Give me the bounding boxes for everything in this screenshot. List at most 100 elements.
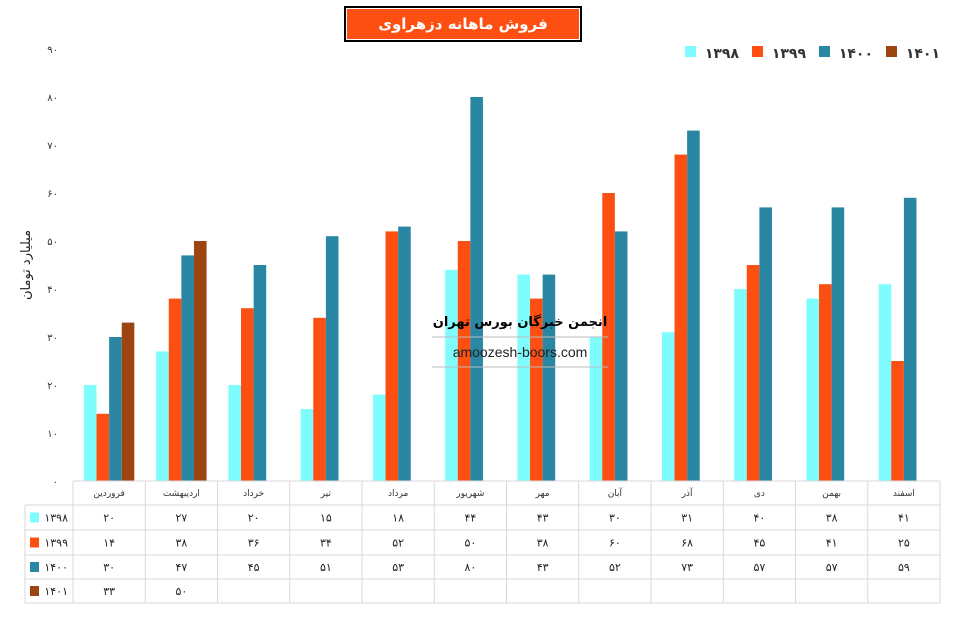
x-tick-label: فروردین <box>93 489 124 499</box>
table-cell: ۴۳ <box>537 561 549 574</box>
table-cell: ۳۶ <box>248 537 260 550</box>
table-cell: ۴۱ <box>826 537 838 550</box>
x-tick-label: اسفند <box>893 489 915 499</box>
bar-۱۳۹۹-آذر <box>674 154 688 481</box>
bar-۱۴۰۰-اردیبهشت <box>181 255 194 481</box>
table-cell: ۲۵ <box>898 537 910 550</box>
y-tick-label: ۸۰ <box>47 93 58 104</box>
x-tick-label: شهریور <box>455 489 484 499</box>
watermark-title: انجمن خبرگان بورس تهران <box>433 314 608 330</box>
table-cell: ۱۴ <box>103 537 115 550</box>
table-cell: ۲۰ <box>248 512 260 525</box>
bar-۱۳۹۹-بهمن <box>819 284 832 481</box>
table-cell: ۴۴ <box>464 512 476 525</box>
bar-۱۳۹۹-خرداد <box>241 308 254 481</box>
table-cell: ۴۷ <box>175 561 187 574</box>
x-tick-label: اردیبهشت <box>163 489 200 499</box>
table-cell: ۳۰ <box>609 512 621 525</box>
bar-۱۳۹۹-شهریور <box>457 241 471 481</box>
bar-۱۳۹۸-تیر <box>300 409 314 481</box>
bar-۱۳۹۸-آذر <box>661 332 675 481</box>
y-axis-label: میلیارد تومان <box>19 230 34 300</box>
x-tick-label: مهر <box>535 489 550 499</box>
bar-۱۳۹۹-دی <box>746 265 760 481</box>
watermark-url: amoozesh-boors.com <box>453 344 588 360</box>
bar-۱۴۰۰-آذر <box>687 130 700 481</box>
y-tick-label: ۷۰ <box>47 141 58 152</box>
table-cell: ۴۳ <box>537 512 549 525</box>
legend-swatch <box>685 46 696 57</box>
table-cell: ۶۸ <box>681 537 693 550</box>
bar-۱۳۹۹-مرداد <box>385 231 399 481</box>
table-cell: ۳۸ <box>175 537 187 550</box>
bar-۱۴۰۰-فروردین <box>109 337 122 481</box>
x-tick-label: آبان <box>608 487 623 499</box>
x-tick-label: دی <box>754 489 765 499</box>
bar-۱۳۹۹-آبان <box>602 193 615 481</box>
table-cell: ۱۵ <box>320 512 332 525</box>
y-tick-label: ۳۰ <box>47 333 58 344</box>
y-tick-label: ۲۰ <box>47 381 58 392</box>
table-cell: ۳۴ <box>320 537 332 550</box>
bar-۱۳۹۸-بهمن <box>806 298 820 481</box>
legend-label: ۱۴۰۱ <box>906 46 940 62</box>
bar-۱۴۰۰-تیر <box>325 236 339 481</box>
bar-۱۳۹۸-مرداد <box>372 394 386 481</box>
bar-۱۳۹۹-تیر <box>313 317 326 481</box>
table-cell: ۵۹ <box>898 561 910 574</box>
bar-۱۳۹۹-مهر <box>530 298 543 481</box>
table-legend-swatch <box>30 537 39 548</box>
bar-۱۴۰۰-مرداد <box>398 226 411 481</box>
legend-label: ۱۳۹۸ <box>705 46 740 62</box>
bar-۱۴۰۱-فروردین <box>121 322 135 481</box>
y-tick-label: ۱۰ <box>47 429 58 440</box>
bar-۱۴۰۰-اسفند <box>903 197 917 482</box>
chart-title: فروش ماهانه دزهراوی <box>344 6 582 42</box>
table-cell: ۳۸ <box>826 512 838 525</box>
table-cell: ۷۳ <box>681 561 693 574</box>
bar-۱۳۹۸-شهریور <box>445 269 458 481</box>
y-tick-label: ۰ <box>53 477 58 488</box>
bar-۱۳۹۸-خرداد <box>228 385 242 481</box>
bar-۱۳۹۹-فروردین <box>96 413 110 481</box>
bar-۱۴۰۰-آبان <box>614 231 628 481</box>
table-cell: ۵۱ <box>320 561 332 574</box>
table-cell: ۳۸ <box>537 537 549 550</box>
table-cell: ۳۳ <box>103 585 115 598</box>
table-legend-swatch <box>30 586 39 596</box>
table-cell: ۳۰ <box>103 561 115 574</box>
legend-label: ۱۴۰۰ <box>839 46 873 62</box>
table-series-label: ۱۳۹۹ <box>44 537 68 550</box>
table-cell: ۵۲ <box>392 537 404 550</box>
table-cell: ۵۳ <box>392 561 404 574</box>
y-tick-label: ۴۰ <box>47 285 58 296</box>
bar-۱۴۰۰-دی <box>759 207 772 481</box>
table-cell: ۵۰ <box>464 537 476 550</box>
y-tick-label: ۹۰ <box>47 45 58 56</box>
table-cell: ۴۵ <box>248 561 260 574</box>
bar-۱۳۹۹-اسفند <box>891 361 904 481</box>
table-cell: ۵۷ <box>826 561 838 574</box>
bar-۱۴۰۰-شهریور <box>470 97 483 481</box>
y-tick-label: ۶۰ <box>47 189 58 200</box>
table-legend-swatch <box>30 562 39 572</box>
legend-label: ۱۳۹۹ <box>772 46 807 62</box>
legend-swatch <box>886 46 897 57</box>
table-cell: ۴۵ <box>753 537 765 550</box>
table-cell: ۴۱ <box>898 512 910 525</box>
x-tick-label: بهمن <box>822 489 841 499</box>
bar-۱۴۰۰-خرداد <box>253 265 267 481</box>
table-cell: ۶۰ <box>609 537 621 550</box>
table-series-label: ۱۴۰۰ <box>44 561 68 574</box>
legend-swatch <box>752 46 763 57</box>
x-tick-label: مرداد <box>388 489 408 499</box>
bar-۱۳۹۸-مهر <box>517 274 531 481</box>
bar-۱۳۹۸-فروردین <box>83 385 97 481</box>
table-cell: ۴۰ <box>753 512 765 525</box>
table-legend-swatch <box>30 512 39 523</box>
bar-۱۳۹۸-اسفند <box>878 284 892 481</box>
table-series-label: ۱۳۹۸ <box>44 512 68 525</box>
table-cell: ۳۱ <box>681 512 693 525</box>
table-cell: ۲۷ <box>175 512 187 525</box>
